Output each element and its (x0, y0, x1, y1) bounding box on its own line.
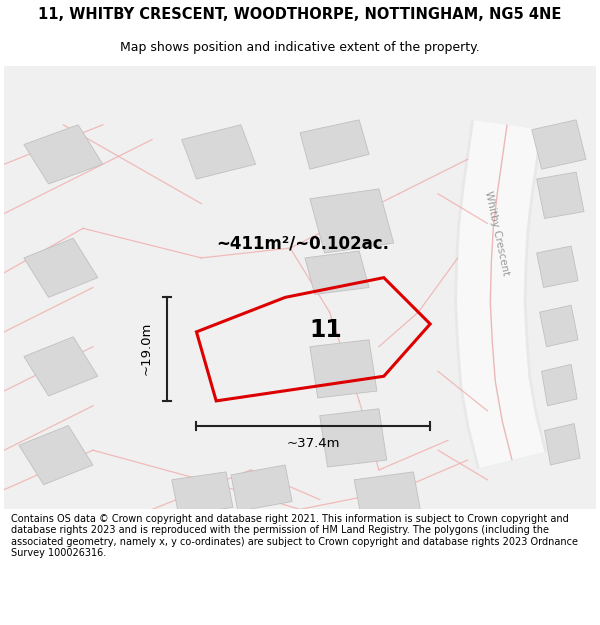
Polygon shape (305, 251, 369, 294)
Polygon shape (24, 337, 98, 396)
Text: 11: 11 (310, 318, 342, 342)
Polygon shape (182, 125, 256, 179)
Text: ~411m²/~0.102ac.: ~411m²/~0.102ac. (216, 234, 389, 252)
Polygon shape (545, 424, 580, 465)
Polygon shape (310, 189, 394, 253)
Text: Whitby Crescent: Whitby Crescent (484, 190, 511, 276)
Text: 11, WHITBY CRESCENT, WOODTHORPE, NOTTINGHAM, NG5 4NE: 11, WHITBY CRESCENT, WOODTHORPE, NOTTING… (38, 7, 562, 22)
Polygon shape (24, 238, 98, 298)
Polygon shape (172, 472, 233, 515)
Polygon shape (536, 172, 584, 219)
Polygon shape (24, 125, 103, 184)
Text: ~37.4m: ~37.4m (287, 438, 340, 451)
Polygon shape (536, 246, 578, 288)
Polygon shape (231, 465, 292, 511)
Polygon shape (320, 409, 387, 467)
Polygon shape (542, 364, 577, 406)
Text: ~19.0m: ~19.0m (140, 322, 153, 376)
Polygon shape (532, 120, 586, 169)
Polygon shape (310, 340, 377, 398)
Polygon shape (539, 305, 578, 347)
Polygon shape (19, 426, 93, 485)
Text: Map shows position and indicative extent of the property.: Map shows position and indicative extent… (120, 41, 480, 54)
Text: Contains OS data © Crown copyright and database right 2021. This information is : Contains OS data © Crown copyright and d… (11, 514, 578, 558)
Polygon shape (354, 472, 421, 518)
Polygon shape (300, 120, 369, 169)
